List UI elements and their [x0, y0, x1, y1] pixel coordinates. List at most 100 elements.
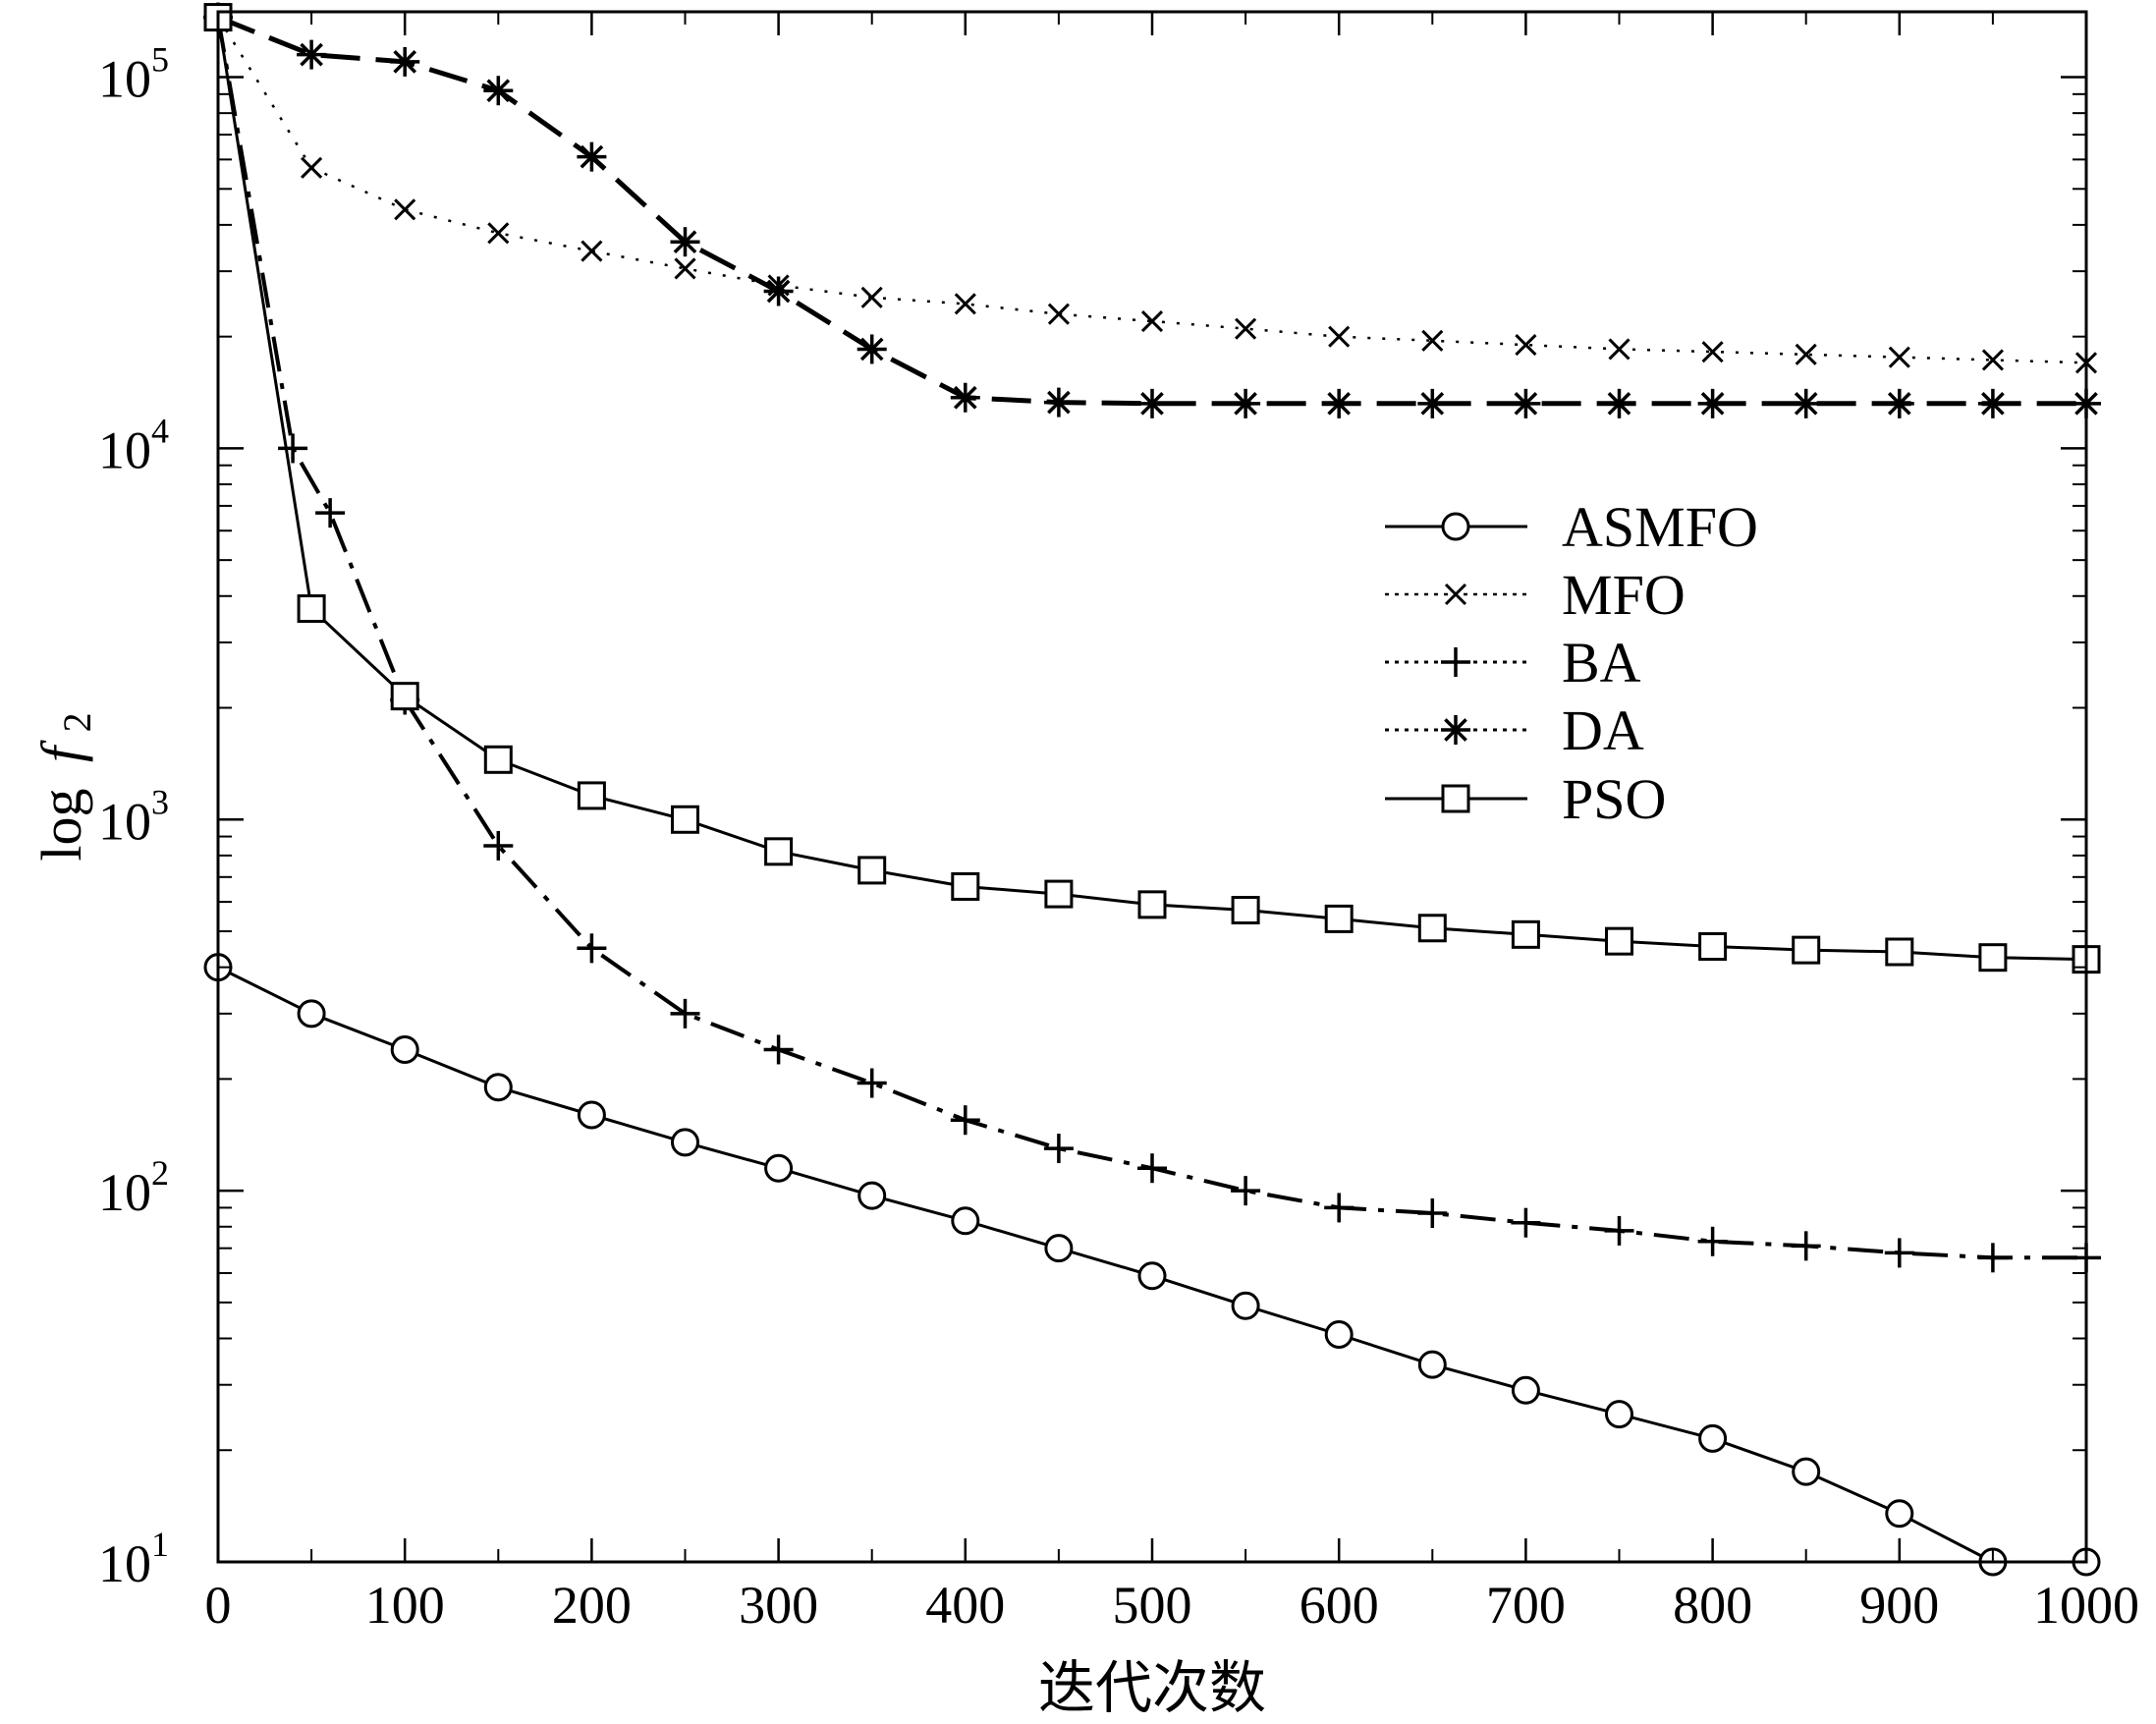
marker-square: [857, 856, 887, 885]
marker-x-stroke: [1795, 343, 1817, 365]
data-point: [1140, 309, 1164, 333]
data-point: [857, 1181, 887, 1210]
y-tick-label-exponent: 3: [151, 782, 169, 821]
data-point: [1421, 329, 1444, 352]
data-point: [390, 1034, 419, 1064]
data-point: [1608, 338, 1631, 361]
data-point: [1791, 388, 1821, 418]
series-line: [216, 16, 2087, 364]
data-point: [1884, 388, 1914, 418]
data-point: [1324, 904, 1354, 933]
marker-x-stroke: [580, 240, 603, 262]
y-tick-label-exponent: 4: [151, 411, 169, 450]
marker-x-stroke: [487, 222, 510, 245]
data-point: [1137, 1261, 1167, 1291]
marker-asterisk-stroke: [766, 279, 791, 304]
series-pso: [203, 3, 2101, 974]
data-point: [1791, 1231, 1821, 1261]
data-point: [763, 1034, 794, 1065]
marker-square: [1324, 904, 1354, 933]
marker-x-stroke: [1608, 338, 1631, 361]
data-point: [1324, 1193, 1354, 1223]
marker-x-stroke: [1140, 309, 1164, 333]
marker-x-stroke: [1047, 303, 1070, 325]
data-point: [763, 276, 794, 306]
marker-square: [483, 745, 513, 774]
y-axis-title-var: f: [29, 740, 93, 762]
marker-circle: [1417, 1350, 1447, 1379]
marker-asterisk-stroke: [1794, 391, 1818, 416]
marker-square: [1885, 937, 1914, 967]
data-point: [483, 745, 513, 774]
marker-x-stroke: [860, 286, 883, 308]
marker-square: [1698, 931, 1728, 961]
x-tick-label: 1000: [2033, 1576, 2139, 1635]
data-point: [278, 433, 308, 464]
marker-square: [951, 871, 980, 901]
data-point: [1978, 943, 2008, 973]
data-point: [1324, 388, 1354, 418]
data-point: [857, 856, 887, 885]
series-layer: [203, 2, 2101, 1577]
y-tick-label-base: 10: [98, 792, 151, 851]
data-point: [670, 998, 700, 1029]
data-point: [390, 46, 420, 77]
data-point: [1231, 896, 1260, 925]
data-point: [1511, 1207, 1541, 1238]
data-point: [950, 1105, 980, 1136]
marker-x-stroke: [1421, 329, 1444, 352]
marker-square: [1605, 926, 1633, 956]
data-point: [1324, 1319, 1354, 1349]
data-point: [1044, 1234, 1074, 1263]
data-point: [577, 1100, 606, 1130]
data-point: [1605, 1400, 1633, 1429]
marker-circle: [1511, 1375, 1540, 1405]
data-point: [1043, 387, 1074, 417]
marker-square: [1441, 784, 1470, 813]
marker-asterisk-stroke: [1327, 391, 1352, 416]
marker-square: [1044, 879, 1074, 909]
data-point: [1511, 388, 1541, 418]
data-point: [577, 141, 607, 172]
data-point: [1605, 926, 1633, 956]
data-point: [483, 1073, 513, 1102]
data-point: [857, 1068, 887, 1098]
legend-marker: [1441, 512, 1470, 541]
axes-layer: 0 100 200 300 400 500 600 700 800 900 100010110210…: [98, 10, 2139, 1635]
marker-circle: [1231, 1291, 1260, 1320]
data-point: [1511, 1375, 1540, 1405]
marker-asterisk-stroke: [1047, 390, 1071, 415]
marker-asterisk-stroke: [1981, 391, 2005, 416]
legend-item-asmfo: ASMFO: [1385, 495, 1758, 559]
y-tick-label: 102: [98, 1153, 169, 1222]
series-line: [216, 17, 2086, 1260]
x-tick-label: 600: [1299, 1576, 1379, 1635]
series-asmfo: [203, 953, 2101, 1577]
marker-square: [1137, 890, 1167, 919]
data-point: [1417, 1197, 1448, 1228]
data-point: [1698, 931, 1728, 961]
x-tick-label: 400: [925, 1576, 1005, 1635]
marker-asterisk-stroke: [859, 337, 884, 361]
marker-x-stroke: [394, 198, 416, 221]
legend-marker: [1444, 583, 1467, 606]
data-point: [1701, 341, 1724, 363]
marker-square: [1792, 935, 1821, 965]
data-point: [950, 382, 980, 413]
marker-x-stroke: [954, 293, 976, 315]
data-point: [951, 871, 980, 901]
data-point: [1137, 388, 1167, 418]
y-tick-label-exponent: 5: [151, 40, 169, 80]
data-point: [577, 933, 607, 964]
series-ba: [216, 17, 2101, 1273]
series-line: [216, 17, 2087, 962]
y-tick-label-base: 10: [98, 1534, 151, 1593]
data-point: [1231, 1291, 1260, 1320]
legend-label: MFO: [1562, 563, 1686, 627]
plot-frame: [216, 10, 2088, 1564]
marker-circle: [764, 1153, 794, 1183]
y-axis-title-sub: 2: [55, 712, 99, 732]
y-tick-label-base: 10: [98, 50, 151, 109]
marker-circle: [1885, 1499, 1914, 1529]
